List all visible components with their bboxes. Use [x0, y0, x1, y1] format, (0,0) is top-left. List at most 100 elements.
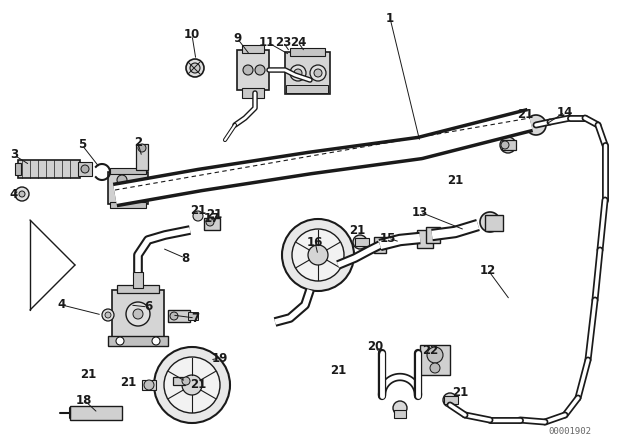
- Bar: [18, 160, 80, 178]
- Bar: [485, 215, 503, 231]
- Text: 21: 21: [190, 379, 206, 392]
- Circle shape: [136, 186, 140, 190]
- Circle shape: [190, 63, 200, 73]
- Circle shape: [292, 229, 344, 281]
- Bar: [110, 168, 146, 174]
- Circle shape: [117, 175, 127, 185]
- Circle shape: [15, 187, 29, 201]
- Circle shape: [430, 363, 440, 373]
- Text: 4: 4: [58, 298, 66, 311]
- Circle shape: [428, 141, 436, 149]
- Circle shape: [117, 191, 127, 201]
- Text: 15: 15: [380, 232, 396, 245]
- Text: 1: 1: [386, 12, 394, 25]
- Bar: [110, 202, 146, 208]
- Text: 10: 10: [184, 29, 200, 42]
- Circle shape: [116, 337, 124, 345]
- Bar: [286, 85, 328, 93]
- Circle shape: [132, 182, 144, 194]
- Text: 21: 21: [517, 108, 533, 121]
- Bar: [136, 144, 148, 170]
- Text: 21: 21: [330, 363, 346, 376]
- Bar: [78, 162, 92, 176]
- Circle shape: [255, 65, 265, 75]
- Text: 3: 3: [10, 148, 18, 161]
- Circle shape: [290, 65, 306, 81]
- Text: 4: 4: [10, 188, 18, 201]
- Circle shape: [243, 65, 253, 75]
- Text: 21: 21: [120, 376, 136, 389]
- Text: 21: 21: [206, 208, 222, 221]
- Bar: [355, 238, 369, 246]
- Bar: [426, 227, 440, 243]
- Circle shape: [105, 312, 111, 318]
- Bar: [168, 310, 190, 322]
- Bar: [142, 380, 156, 390]
- Circle shape: [310, 65, 326, 81]
- Ellipse shape: [261, 163, 283, 177]
- Circle shape: [81, 165, 89, 173]
- Circle shape: [133, 309, 143, 319]
- Text: 6: 6: [144, 301, 152, 314]
- Circle shape: [480, 212, 500, 232]
- Text: 18: 18: [76, 393, 92, 406]
- Bar: [242, 45, 264, 53]
- Ellipse shape: [179, 176, 201, 190]
- Bar: [394, 410, 406, 418]
- Ellipse shape: [421, 138, 443, 152]
- Bar: [290, 48, 325, 56]
- Circle shape: [282, 219, 354, 291]
- Text: 21: 21: [447, 173, 463, 186]
- Bar: [112, 290, 164, 338]
- Circle shape: [186, 179, 194, 187]
- Text: 21: 21: [452, 385, 468, 399]
- Circle shape: [164, 357, 220, 413]
- Text: 24: 24: [290, 35, 306, 48]
- Circle shape: [393, 401, 407, 415]
- Text: 23: 23: [275, 35, 291, 48]
- Circle shape: [348, 154, 356, 162]
- Circle shape: [144, 380, 154, 390]
- Ellipse shape: [341, 151, 363, 165]
- Text: 17: 17: [204, 211, 220, 224]
- Circle shape: [182, 375, 202, 395]
- Text: 00001902: 00001902: [548, 427, 591, 436]
- Text: 11: 11: [259, 35, 275, 48]
- Circle shape: [526, 115, 546, 135]
- Circle shape: [138, 144, 146, 152]
- Bar: [133, 272, 143, 288]
- Bar: [374, 237, 386, 253]
- Bar: [420, 345, 450, 375]
- Bar: [444, 396, 458, 404]
- Bar: [204, 218, 220, 230]
- Text: 12: 12: [480, 263, 496, 276]
- Circle shape: [206, 218, 214, 226]
- Text: 9: 9: [233, 31, 241, 44]
- Circle shape: [314, 69, 322, 77]
- Circle shape: [427, 347, 443, 363]
- Circle shape: [308, 245, 328, 265]
- Bar: [285, 52, 330, 94]
- Bar: [70, 406, 122, 420]
- Text: 20: 20: [367, 340, 383, 353]
- Circle shape: [186, 59, 204, 77]
- Circle shape: [443, 393, 457, 407]
- Bar: [417, 230, 433, 248]
- Text: 21: 21: [349, 224, 365, 237]
- Bar: [242, 88, 264, 98]
- Bar: [502, 140, 516, 150]
- Circle shape: [126, 302, 150, 326]
- Bar: [173, 377, 185, 385]
- Text: 21: 21: [80, 369, 96, 382]
- Circle shape: [500, 137, 516, 153]
- Text: 2: 2: [134, 137, 142, 150]
- Text: 14: 14: [557, 105, 573, 119]
- Text: 22: 22: [422, 344, 438, 357]
- Circle shape: [268, 166, 276, 174]
- Circle shape: [353, 235, 367, 249]
- Bar: [188, 312, 198, 320]
- Text: 5: 5: [78, 138, 86, 151]
- Circle shape: [294, 69, 302, 77]
- Bar: [237, 50, 269, 90]
- Text: 19: 19: [212, 352, 228, 365]
